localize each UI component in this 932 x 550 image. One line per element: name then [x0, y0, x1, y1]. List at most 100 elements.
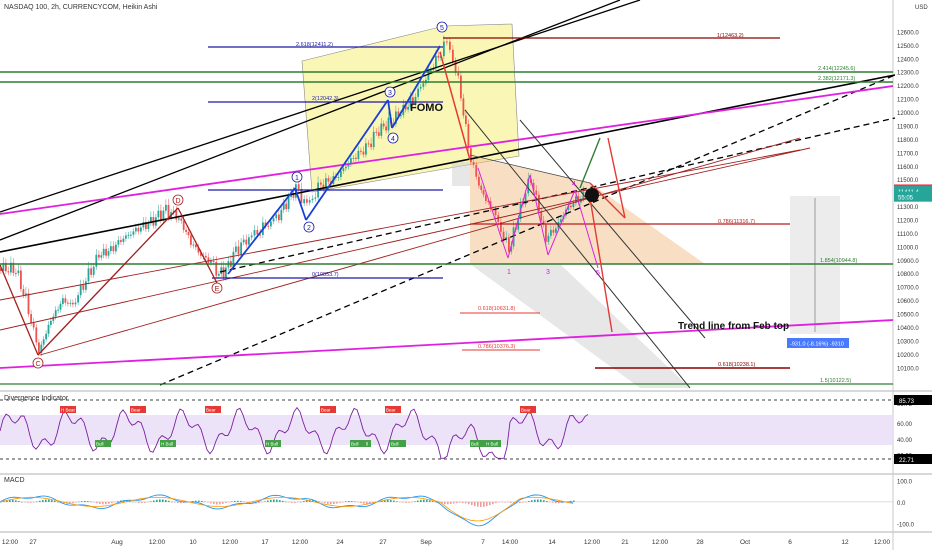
- macd-histogram-bar: [57, 501, 59, 503]
- candle-body: [248, 237, 250, 245]
- macd-histogram-bar: [132, 501, 134, 503]
- rsi-signal-badge: [130, 406, 146, 413]
- candle-body: [142, 222, 145, 228]
- time-tick-label: 12:00: [874, 539, 891, 546]
- macd-histogram-bar: [387, 499, 389, 502]
- candle-body: [419, 86, 422, 89]
- macd-histogram-bar: [201, 500, 203, 502]
- macd-histogram-bar: [282, 500, 284, 502]
- candle-body: [454, 61, 457, 73]
- candle-body: [25, 293, 27, 296]
- candle-body: [135, 227, 137, 232]
- macd-histogram-bar: [411, 501, 413, 503]
- trend-line: [439, 51, 471, 161]
- price-tick-label: 12400.0: [897, 57, 919, 63]
- macd-histogram-bar: [360, 501, 362, 504]
- candle-body: [27, 293, 30, 315]
- wave-label: 3: [388, 90, 392, 97]
- time-tick-label: 21: [621, 539, 629, 546]
- candle-body: [285, 203, 288, 210]
- macd-histogram-bar: [507, 501, 509, 503]
- macd-histogram-bar: [336, 501, 338, 504]
- macd-histogram-bar: [501, 501, 503, 503]
- candle-body: [404, 104, 407, 110]
- candle-body: [532, 182, 535, 191]
- price-tick-label: 10400.0: [897, 326, 919, 332]
- candle-body: [480, 185, 483, 190]
- candle-body: [74, 302, 77, 305]
- price-tick-label: 11300.0: [897, 205, 919, 211]
- macd-histogram-bar: [519, 501, 521, 504]
- macd-histogram-bar: [195, 500, 197, 502]
- price-tick-label: 12500.0: [897, 44, 919, 50]
- macd-histogram-bar: [258, 501, 260, 504]
- macd-histogram-bar: [294, 501, 296, 503]
- candle-body: [182, 220, 185, 230]
- fib-level-label: 0.618(10631.8): [478, 306, 515, 312]
- macd-histogram-bar: [213, 501, 215, 505]
- candle-body: [382, 123, 385, 127]
- candle-body: [342, 168, 345, 171]
- candle-body: [30, 314, 32, 323]
- macd-histogram-bar: [183, 501, 185, 504]
- gray-small-zone: [452, 162, 470, 186]
- fib-level-label: 1(12463.2): [717, 33, 744, 39]
- wave-label: 5: [596, 270, 600, 277]
- candle-body: [535, 190, 538, 195]
- candle-body: [77, 295, 79, 303]
- trend-line: [177, 207, 219, 286]
- macd-histogram-bar: [492, 501, 494, 505]
- macd-histogram-bar: [114, 501, 116, 503]
- candle-body: [32, 322, 35, 328]
- trend-line: [0, 0, 641, 213]
- candle-body: [325, 178, 327, 189]
- macd-histogram-bar: [246, 501, 248, 503]
- price-tick-label: 12200.0: [897, 84, 919, 90]
- candle-body: [140, 227, 142, 232]
- price-tick-label: 11600.0: [897, 165, 919, 171]
- macd-tick-label: 0.0: [897, 501, 906, 507]
- candle-body: [360, 150, 362, 152]
- macd-histogram-bar: [342, 501, 344, 503]
- wave-label-circle: [436, 21, 448, 33]
- candle-body: [552, 229, 555, 233]
- trend-line: [519, 119, 706, 339]
- candle-body: [287, 196, 290, 210]
- candle-body: [457, 72, 460, 76]
- candle-body: [92, 266, 95, 275]
- macd-histogram-bar: [174, 501, 176, 503]
- wave-label: D: [175, 198, 180, 205]
- candle-body: [267, 225, 270, 227]
- candle-body: [95, 254, 98, 267]
- info-icon: [585, 188, 599, 202]
- candle-body: [205, 255, 207, 258]
- macd-histogram-bar: [474, 501, 476, 507]
- price-tick-label: 10200.0: [897, 353, 919, 359]
- macd-histogram-bar: [264, 501, 266, 502]
- time-tick-label: Aug: [111, 539, 123, 546]
- candle-body: [375, 131, 378, 133]
- indicator-title: Divergence Indicator: [4, 395, 69, 402]
- candle-body: [370, 143, 372, 148]
- candle-body: [62, 298, 64, 304]
- time-tick-label: 12:00: [222, 539, 239, 546]
- wave-label: 3: [546, 269, 550, 276]
- macd-title: MACD: [4, 477, 25, 484]
- candle-body: [522, 203, 524, 205]
- candle-body: [225, 267, 227, 278]
- time-tick-label: 6: [788, 539, 792, 546]
- price-tick-label: 12600.0: [897, 30, 919, 36]
- macd-histogram-bar: [33, 501, 35, 503]
- trend-line: [159, 74, 896, 386]
- candle-body: [127, 234, 130, 236]
- trend-line: [529, 174, 549, 256]
- macd-histogram-bar: [408, 501, 410, 503]
- macd-histogram-bar: [345, 501, 347, 502]
- candle-body: [20, 270, 22, 290]
- wave-label: C: [35, 361, 40, 368]
- rsi-band: [0, 415, 893, 445]
- rsi-signal-badge: [60, 406, 76, 413]
- candle-body: [157, 210, 160, 218]
- candle-body: [320, 182, 322, 185]
